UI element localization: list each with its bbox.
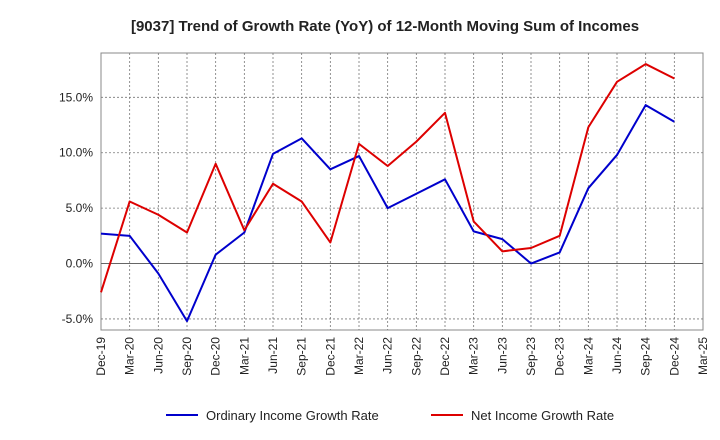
x-tick-label: Mar-23 bbox=[467, 337, 481, 375]
legend-label: Net Income Growth Rate bbox=[471, 408, 614, 423]
x-tick-label: Mar-20 bbox=[123, 337, 137, 375]
ordinary-income-growth-line bbox=[100, 104, 675, 323]
y-tick-label: 15.0% bbox=[59, 90, 93, 104]
x-tick-label: Jun-24 bbox=[610, 337, 624, 374]
x-tick-label: Sep-24 bbox=[639, 337, 653, 376]
y-tick-label: 10.0% bbox=[59, 146, 93, 160]
x-tick-label: Dec-21 bbox=[323, 337, 337, 376]
x-tick-label: Mar-22 bbox=[352, 337, 366, 375]
x-tick-label: Dec-19 bbox=[94, 337, 108, 376]
x-tick-label: Jun-21 bbox=[266, 337, 280, 374]
x-tick-label: Jun-23 bbox=[495, 337, 509, 374]
legend-label: Ordinary Income Growth Rate bbox=[206, 408, 379, 423]
x-axis-ticks: Dec-19 Mar-20 Jun-20 Sep-20 Dec-20 Mar-21 Jun-… bbox=[94, 337, 710, 376]
grid-lines bbox=[101, 53, 703, 330]
x-tick-label: Mar-25 bbox=[696, 337, 710, 375]
x-tick-label: Dec-22 bbox=[438, 337, 452, 376]
x-tick-label: Mar-21 bbox=[237, 337, 251, 375]
x-tick-label: Jun-20 bbox=[151, 337, 165, 374]
plot-frame bbox=[100, 52, 704, 331]
x-tick-label: Sep-22 bbox=[409, 337, 423, 376]
x-tick-label: Sep-23 bbox=[524, 337, 538, 376]
plot-area bbox=[100, 52, 704, 331]
legend: Ordinary Income Growth Rate Net Income Gr… bbox=[166, 408, 614, 423]
y-tick-label: 5.0% bbox=[66, 201, 94, 215]
y-tick-label: 0.0% bbox=[66, 257, 94, 271]
y-tick-label: -5.0% bbox=[62, 312, 94, 326]
x-tick-label: Dec-24 bbox=[667, 337, 681, 376]
x-tick-label: Sep-21 bbox=[295, 337, 309, 376]
net-income-growth-line bbox=[100, 63, 675, 293]
chart-title: [9037] Trend of Growth Rate (YoY) of 12-… bbox=[131, 18, 639, 35]
x-tick-label: Dec-23 bbox=[553, 337, 567, 376]
x-tick-label: Jun-22 bbox=[381, 337, 395, 374]
series-lines bbox=[100, 63, 675, 323]
y-axis-ticks: -5.0% 0.0% 5.0% 10.0% 15.0% bbox=[59, 90, 93, 326]
x-tick-label: Mar-24 bbox=[581, 337, 595, 375]
x-tick-label: Sep-20 bbox=[180, 337, 194, 376]
x-tick-label: Dec-20 bbox=[209, 337, 223, 376]
